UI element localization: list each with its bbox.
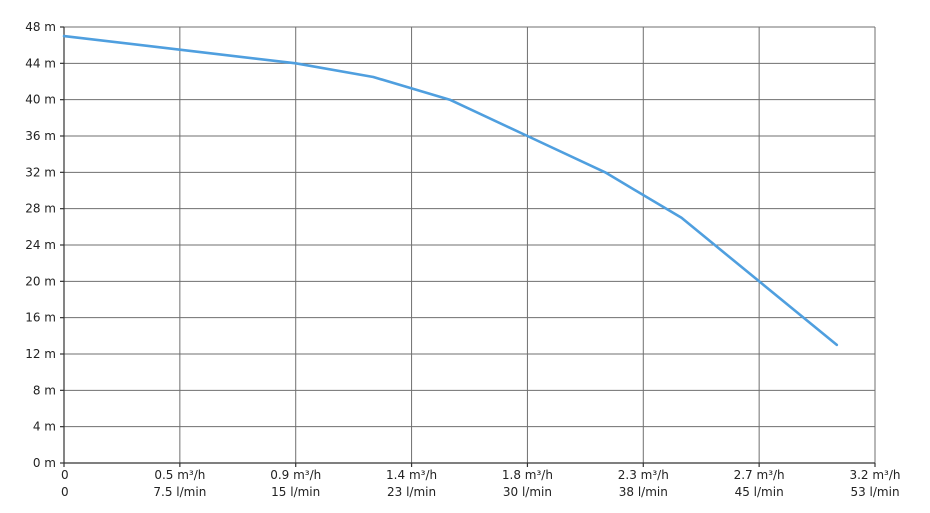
y-tick-label: 32 m [25,165,56,179]
x-tick-label-flow-lmin: 15 l/min [271,485,320,499]
x-tick-label-flow-lmin: 7.5 l/min [153,485,206,499]
x-tick-label-flow-lmin: 45 l/min [735,485,784,499]
y-tick-label: 40 m [25,93,56,107]
y-tick-label: 28 m [25,202,56,216]
x-tick-label-flow-m3h: 3.2 m³/h [849,468,900,482]
x-tick-label-flow-lmin: 0 [61,485,69,499]
y-tick-labels: 0 m 4 m 8 m 12 m 16 m 20 m 24 m 28 m 32 m 36 m 40 … [25,20,56,470]
x-tick-labels: 0 0 0.5 m³/h 7.5 l/min 0.9 m³/h 15 l/min 1.4 m… [61,468,901,499]
x-tick-label-flow-m3h: 2.7 m³/h [734,468,785,482]
x-tick-label-flow-lmin: 30 l/min [503,485,552,499]
x-tick-label-flow-m3h: 0.9 m³/h [270,468,321,482]
y-tick-label: 36 m [25,129,56,143]
y-tick-label: 12 m [25,347,56,361]
axes [60,26,876,467]
x-tick-label-flow-m3h: 0 [61,468,69,482]
series-lines [62,34,839,347]
y-tick-label: 20 m [25,274,56,288]
x-tick-label-flow-m3h: 1.4 m³/h [386,468,437,482]
y-tick-label: 44 m [25,56,56,70]
pump-curve-line [62,34,839,347]
x-tick-label-flow-lmin: 38 l/min [619,485,668,499]
x-tick-label-flow-lmin: 23 l/min [387,485,436,499]
y-tick-label: 0 m [33,456,56,470]
y-tick-label: 4 m [33,420,56,434]
y-tick-label: 24 m [25,238,56,252]
x-tick-label-flow-m3h: 0.5 m³/h [154,468,205,482]
y-tick-label: 48 m [25,20,56,34]
x-tick-label-flow-m3h: 2.3 m³/h [618,468,669,482]
grid-lines [64,26,876,463]
x-tick-label-flow-lmin: 53 l/min [850,485,899,499]
y-tick-label: 16 m [25,311,56,325]
y-tick-label: 8 m [33,383,56,397]
x-tick-label-flow-m3h: 1.8 m³/h [502,468,553,482]
